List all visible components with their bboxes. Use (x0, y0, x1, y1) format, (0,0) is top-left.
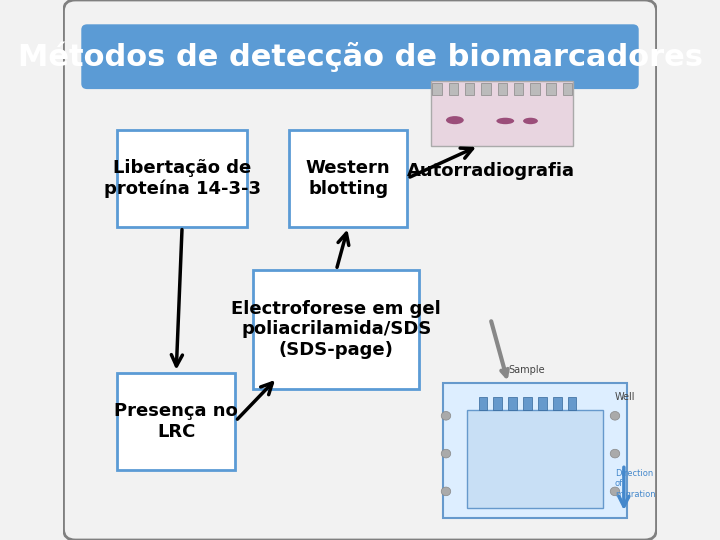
FancyBboxPatch shape (467, 410, 603, 508)
FancyBboxPatch shape (253, 270, 419, 389)
Bar (514, 83, 523, 94)
Bar (481, 83, 491, 94)
Text: Western
blotting: Western blotting (306, 159, 390, 198)
Bar (563, 83, 572, 94)
Ellipse shape (496, 118, 514, 124)
FancyBboxPatch shape (289, 130, 408, 227)
Text: Autorradiografia: Autorradiografia (407, 162, 575, 180)
Circle shape (611, 449, 620, 458)
Bar (465, 83, 474, 94)
Text: Direction
of
migration: Direction of migration (615, 469, 656, 499)
FancyBboxPatch shape (63, 0, 657, 540)
Text: Presença no
LRC: Presença no LRC (114, 402, 238, 441)
Bar (567, 397, 577, 410)
Text: Electroforese em gel
poliacrilamida/SDS
(SDS-page): Electroforese em gel poliacrilamida/SDS … (231, 300, 441, 359)
Circle shape (611, 411, 620, 420)
Bar (546, 83, 556, 94)
FancyBboxPatch shape (81, 24, 639, 89)
FancyBboxPatch shape (431, 81, 574, 146)
FancyBboxPatch shape (117, 130, 248, 227)
Circle shape (611, 487, 620, 496)
Ellipse shape (523, 118, 538, 124)
Bar (508, 397, 517, 410)
Ellipse shape (446, 116, 464, 124)
Text: Libertação de
proteína 14-3-3: Libertação de proteína 14-3-3 (104, 159, 261, 198)
Bar (479, 397, 487, 410)
FancyBboxPatch shape (117, 373, 235, 470)
Circle shape (441, 411, 451, 420)
Bar (432, 83, 442, 94)
Text: Well: Well (615, 392, 636, 402)
Bar (523, 397, 532, 410)
Text: Sample: Sample (508, 364, 545, 375)
Bar (498, 83, 507, 94)
Bar (538, 397, 546, 410)
Bar (553, 397, 562, 410)
Text: Métodos de detecção de biomarcadores: Métodos de detecção de biomarcadores (17, 42, 703, 72)
Circle shape (441, 487, 451, 496)
Bar (493, 397, 503, 410)
Bar (449, 83, 458, 94)
Circle shape (441, 449, 451, 458)
FancyBboxPatch shape (443, 383, 627, 518)
Bar (530, 83, 540, 94)
